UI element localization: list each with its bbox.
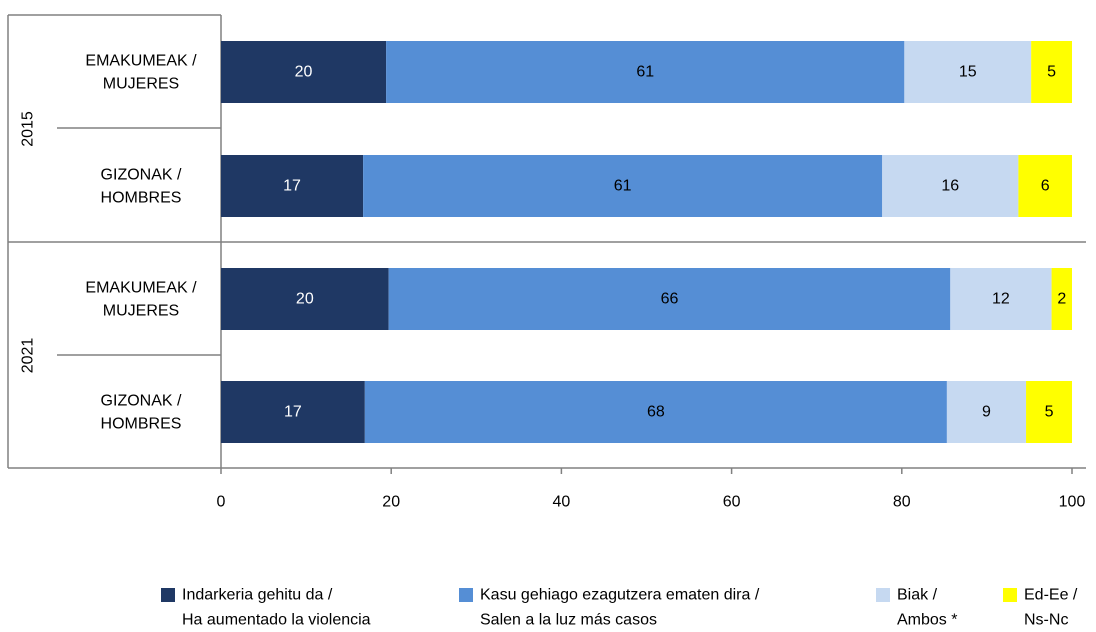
x-tick-label: 60 [723, 494, 741, 511]
bar-segment [1018, 155, 1072, 217]
category-label: GIZONAK / [101, 167, 182, 184]
data-label: 20 [295, 64, 313, 81]
legend-swatch [161, 588, 175, 602]
data-label: 61 [636, 64, 654, 81]
category-label: GIZONAK / [101, 393, 182, 410]
legend-entry-text: Ns-Nc [1024, 612, 1068, 629]
legend-swatch [459, 588, 473, 602]
data-label: 61 [614, 178, 632, 195]
category-label: EMAKUMEAK / [85, 53, 197, 70]
data-label: 15 [959, 64, 977, 81]
legend-entry-text: Ed-Ee / [1024, 587, 1078, 604]
bar-segment [364, 381, 947, 443]
data-label: 17 [283, 178, 301, 195]
legend-swatch [876, 588, 890, 602]
x-axis: 0 20 40 60 80 100 [8, 467, 1086, 511]
data-label: 16 [941, 178, 959, 195]
data-label: 68 [647, 404, 665, 421]
data-label: 20 [296, 291, 314, 308]
bar-segment [904, 41, 1032, 103]
legend: Indarkeria gehitu da / Ha aumentado la vi… [161, 587, 1078, 629]
data-label: 5 [1045, 404, 1054, 421]
category-label: MUJERES [103, 303, 179, 320]
data-label: 66 [661, 291, 679, 308]
bar-segment [1031, 41, 1072, 103]
legend-entry-text: Ha aumentado la violencia [182, 612, 371, 629]
group-label: 2021 [20, 338, 37, 374]
legend-entry-text: Kasu gehiago ezagutzera ematen dira / [480, 587, 760, 604]
x-tick-label: 80 [893, 494, 911, 511]
bar-segment [388, 268, 951, 330]
legend-entry-text: Indarkeria gehitu da / [182, 587, 333, 604]
legend-entry-text: Biak / [897, 587, 938, 604]
legend-swatch [1003, 588, 1017, 602]
bar-segment [221, 381, 365, 443]
data-label: 6 [1041, 178, 1050, 195]
bar-segment [386, 41, 905, 103]
legend-entry-text: Ambos * [897, 612, 957, 629]
data-label: 12 [992, 291, 1010, 308]
bar-segment [221, 41, 387, 103]
x-tick-label: 40 [553, 494, 571, 511]
bar-segment [363, 155, 883, 217]
x-tick-label: 0 [217, 494, 226, 511]
x-tick-label: 100 [1059, 494, 1086, 511]
bar-segment [1051, 268, 1072, 330]
data-label: 2 [1057, 291, 1066, 308]
bar-segment [221, 155, 364, 217]
bars: 20 61 15 5 17 61 16 6 20 66 12 2 17 68 9 5 [221, 41, 1072, 443]
bar-segment [882, 155, 1019, 217]
group-label: 2015 [20, 111, 37, 147]
bar-segment [1026, 381, 1072, 443]
bar-segment [221, 268, 389, 330]
bar-segment [946, 381, 1027, 443]
category-label: HOMBRES [101, 416, 182, 433]
category-label: HOMBRES [101, 190, 182, 207]
data-label: 5 [1047, 64, 1056, 81]
data-label: 17 [284, 404, 302, 421]
legend-entry-text: Salen a la luz más casos [480, 612, 657, 629]
bar-segment [950, 268, 1052, 330]
category-label: MUJERES [103, 76, 179, 93]
x-tick-label: 20 [382, 494, 400, 511]
data-label: 9 [982, 404, 991, 421]
category-label: EMAKUMEAK / [85, 280, 197, 297]
